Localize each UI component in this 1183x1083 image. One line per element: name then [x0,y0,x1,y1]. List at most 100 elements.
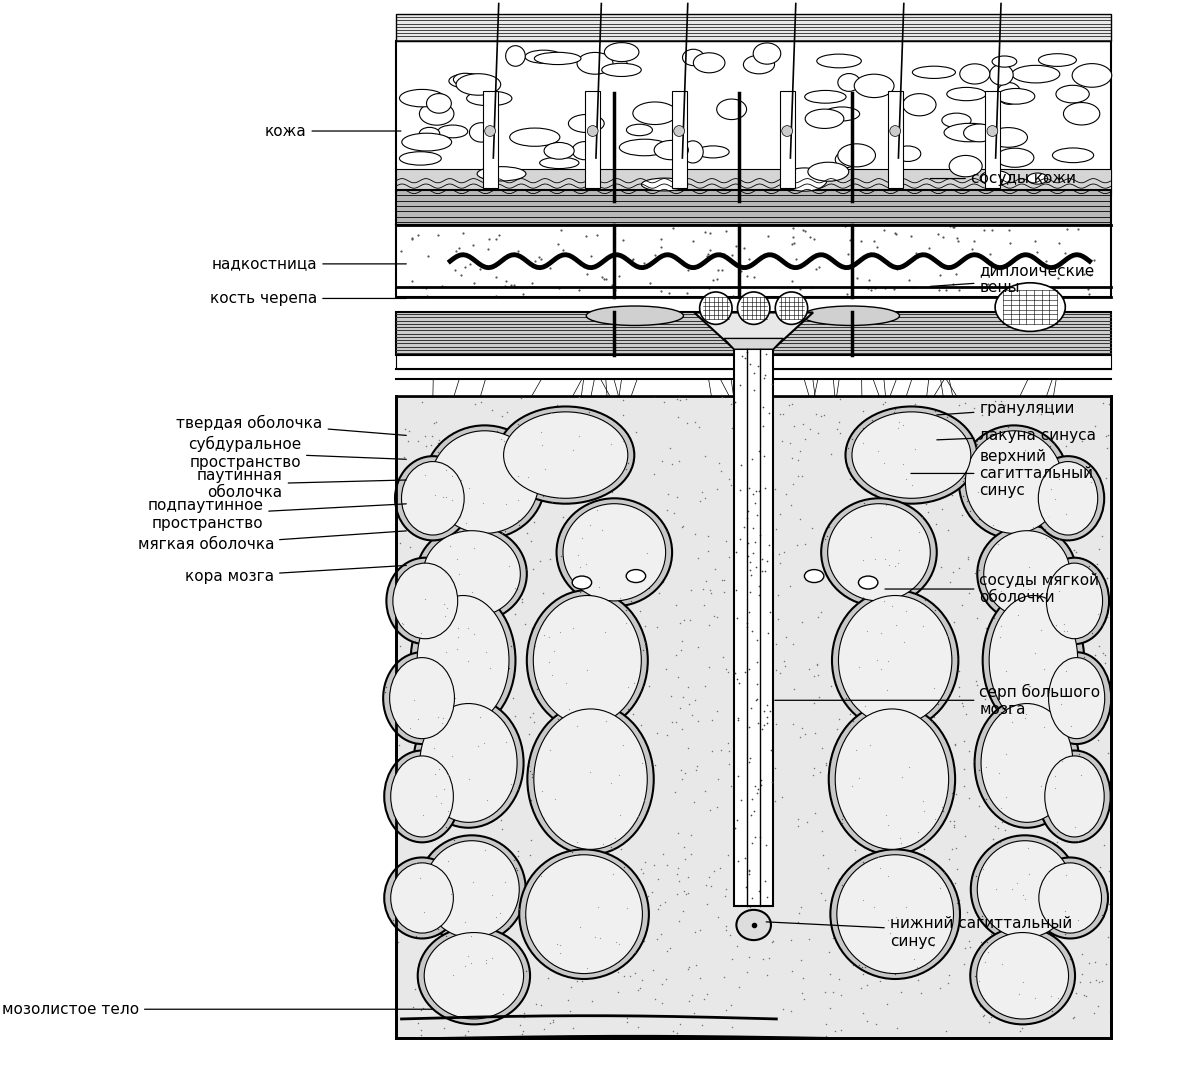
Point [470,909,489,926]
Point [879,832,898,849]
Point [502,638,521,655]
Point [580,488,599,506]
Point [414,530,433,547]
Point [584,700,603,717]
Point [563,640,582,657]
Point [387,423,406,441]
Point [725,393,744,410]
Point [569,389,588,406]
Point [852,232,871,249]
Point [912,923,931,940]
Point [427,935,446,952]
Point [402,613,421,630]
Point [467,984,486,1002]
Point [504,899,523,916]
Point [1030,612,1049,629]
Point [940,812,959,830]
Point [730,921,749,938]
Point [401,734,420,752]
Point [387,761,406,779]
Point [848,571,867,588]
Point [890,917,909,935]
Point [422,436,441,454]
Point [843,831,862,848]
Point [944,275,963,292]
Point [418,288,437,305]
Point [884,579,903,597]
Point [1046,561,1065,578]
Point [610,807,629,824]
Point [1100,395,1119,413]
Point [464,785,483,803]
Point [453,918,472,936]
Point [981,975,1000,992]
Point [532,436,551,454]
Point [685,793,704,810]
Point [991,799,1010,817]
Point [919,542,938,559]
Point [741,413,759,430]
Point [600,804,619,821]
Point [466,518,485,535]
Ellipse shape [1040,558,1108,644]
Point [608,688,627,705]
Point [1030,592,1049,610]
Point [464,875,483,892]
Point [746,482,765,499]
Point [1052,610,1071,627]
Point [1030,638,1049,655]
Point [853,775,872,793]
Point [479,543,498,560]
Point [1028,419,1047,436]
Point [606,947,625,964]
Point [493,610,512,627]
Point [414,1003,433,1020]
Point [548,494,567,511]
Point [953,487,972,505]
Point [686,691,705,708]
Point [673,689,692,706]
Point [393,619,412,637]
Point [728,609,746,626]
Point [413,939,432,956]
Point [648,900,667,917]
Point [1023,546,1042,563]
Point [840,886,859,903]
Point [1027,435,1046,453]
Point [670,387,689,404]
Text: мозолистое тело: мозолистое тело [2,1002,433,1017]
Point [1033,904,1052,922]
Point [1002,709,1021,727]
Point [1036,756,1055,773]
Point [401,773,420,791]
Point [1010,440,1029,457]
Point [570,558,589,575]
Point [886,887,905,904]
Point [485,936,504,953]
Point [919,891,938,909]
Ellipse shape [431,431,538,534]
Point [561,415,580,432]
Point [548,847,567,864]
Point [1067,524,1086,542]
Point [578,661,597,678]
Point [459,770,478,787]
Point [842,430,861,447]
Point [1072,965,1091,982]
Point [955,732,974,749]
Point [509,843,528,860]
Point [851,492,870,509]
Point [1064,928,1082,945]
Point [946,839,965,857]
Point [616,551,635,569]
Point [729,613,748,630]
Point [826,1022,845,1040]
Point [935,486,953,504]
Point [945,812,964,830]
Point [538,820,557,837]
Point [621,564,640,582]
Point [885,584,904,601]
Point [448,629,467,647]
Point [788,913,807,930]
Point [576,956,595,974]
